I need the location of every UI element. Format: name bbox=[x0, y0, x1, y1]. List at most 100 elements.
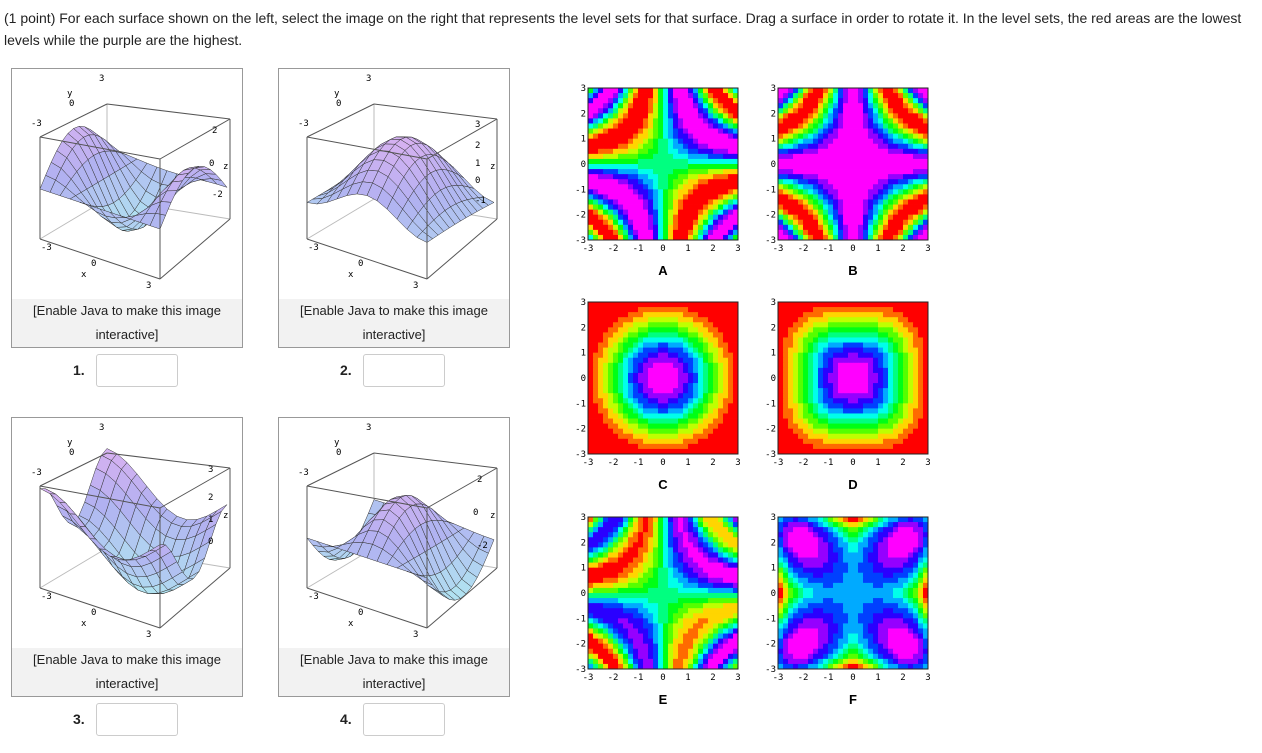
contour-cell bbox=[708, 347, 714, 354]
contour-cell bbox=[778, 103, 784, 109]
contour-cell bbox=[633, 189, 639, 195]
contour-cell bbox=[618, 372, 624, 379]
contour-cell bbox=[708, 547, 714, 553]
contour-cell bbox=[798, 199, 804, 205]
contour-cell bbox=[613, 372, 619, 379]
contour-cell bbox=[653, 138, 659, 145]
contour-cell bbox=[828, 204, 834, 210]
contour-cell bbox=[698, 383, 704, 389]
contour-cell bbox=[808, 567, 814, 574]
contour-cell bbox=[873, 542, 879, 548]
contour-cell bbox=[818, 103, 824, 109]
contour-cell bbox=[593, 603, 599, 609]
contour-cell bbox=[888, 302, 894, 308]
contour-cell bbox=[613, 623, 619, 629]
contour-cell bbox=[618, 522, 624, 528]
contour-cell bbox=[683, 403, 689, 409]
contour-cell bbox=[713, 438, 719, 445]
contour-cell bbox=[868, 517, 874, 523]
contour-cell bbox=[678, 658, 684, 665]
contour-cell bbox=[858, 423, 864, 430]
contour-cell bbox=[593, 143, 599, 150]
contour-cell bbox=[703, 403, 709, 409]
contour-cell bbox=[588, 234, 594, 241]
contour-cell bbox=[878, 93, 884, 99]
contour-cell bbox=[693, 113, 699, 119]
contour-cell bbox=[878, 179, 884, 185]
contour-cell bbox=[823, 448, 829, 455]
contour-cell bbox=[888, 169, 894, 175]
contour-cell bbox=[663, 128, 669, 134]
contour-cell bbox=[713, 153, 719, 160]
contour-cell bbox=[668, 302, 674, 308]
contour-cell bbox=[863, 372, 869, 379]
contour-cell bbox=[638, 123, 644, 129]
contour-cell bbox=[868, 164, 874, 170]
contour-cell bbox=[683, 204, 689, 210]
contour-cell bbox=[853, 209, 859, 216]
contour-cell bbox=[863, 542, 869, 548]
contour-cell bbox=[793, 88, 799, 94]
contour-cell bbox=[728, 128, 734, 134]
contour-cell bbox=[698, 307, 704, 313]
contour-cell bbox=[853, 219, 859, 226]
contour-cell bbox=[723, 582, 729, 589]
contour-cell bbox=[683, 393, 689, 399]
contour-cell bbox=[803, 398, 809, 404]
contour-cell bbox=[688, 347, 694, 354]
contour-cell bbox=[863, 128, 869, 134]
contour-cell bbox=[733, 199, 739, 205]
contour-cell bbox=[718, 378, 724, 384]
contour-cell bbox=[813, 423, 819, 430]
contour-cell bbox=[693, 443, 699, 450]
contour-cell bbox=[618, 413, 624, 419]
contour-cell bbox=[898, 194, 904, 200]
contour-cell bbox=[653, 648, 659, 655]
contour-cell bbox=[878, 522, 884, 528]
contour-cell bbox=[628, 593, 634, 599]
contour-cell bbox=[678, 613, 684, 619]
contour-cell bbox=[673, 234, 679, 241]
contour-cell bbox=[688, 194, 694, 200]
contour-cell bbox=[903, 448, 909, 455]
contour-cell bbox=[723, 577, 729, 584]
contour-cell bbox=[668, 372, 674, 379]
contour-cell bbox=[848, 367, 854, 374]
contour-cell bbox=[653, 128, 659, 134]
contour-cell bbox=[728, 532, 734, 538]
contour-cell bbox=[713, 219, 719, 226]
contour-cell bbox=[608, 587, 614, 594]
contour-cell bbox=[918, 88, 924, 94]
contour-cell bbox=[698, 98, 704, 104]
contour-cell bbox=[868, 357, 874, 364]
contour-cell bbox=[923, 158, 929, 165]
contour-cell bbox=[633, 347, 639, 354]
contour-cell bbox=[628, 623, 634, 629]
contour-cell bbox=[778, 148, 784, 155]
contour-cell bbox=[668, 234, 674, 241]
contour-cell bbox=[838, 527, 844, 533]
contour-cell bbox=[798, 148, 804, 155]
contour-cell bbox=[853, 214, 859, 221]
contour-cell bbox=[633, 138, 639, 145]
contour-cell bbox=[688, 179, 694, 185]
contour-cell bbox=[893, 302, 899, 308]
contour-cell bbox=[718, 393, 724, 399]
contour-cell bbox=[723, 448, 729, 455]
contour-cell bbox=[788, 174, 794, 180]
contour-cell bbox=[898, 189, 904, 195]
contour-cell bbox=[873, 93, 879, 99]
contour-cell bbox=[673, 302, 679, 308]
contour-cell bbox=[848, 322, 854, 328]
contour-cell bbox=[698, 108, 704, 114]
contour-cell bbox=[718, 418, 724, 424]
contour-cell bbox=[718, 658, 724, 665]
contour-cell bbox=[918, 393, 924, 399]
contour-cell bbox=[828, 423, 834, 430]
contour-cell bbox=[618, 433, 624, 440]
contour-cell bbox=[733, 398, 739, 404]
contour-cell bbox=[723, 562, 729, 569]
contour-cell bbox=[643, 562, 649, 569]
contour-cell bbox=[683, 322, 689, 328]
